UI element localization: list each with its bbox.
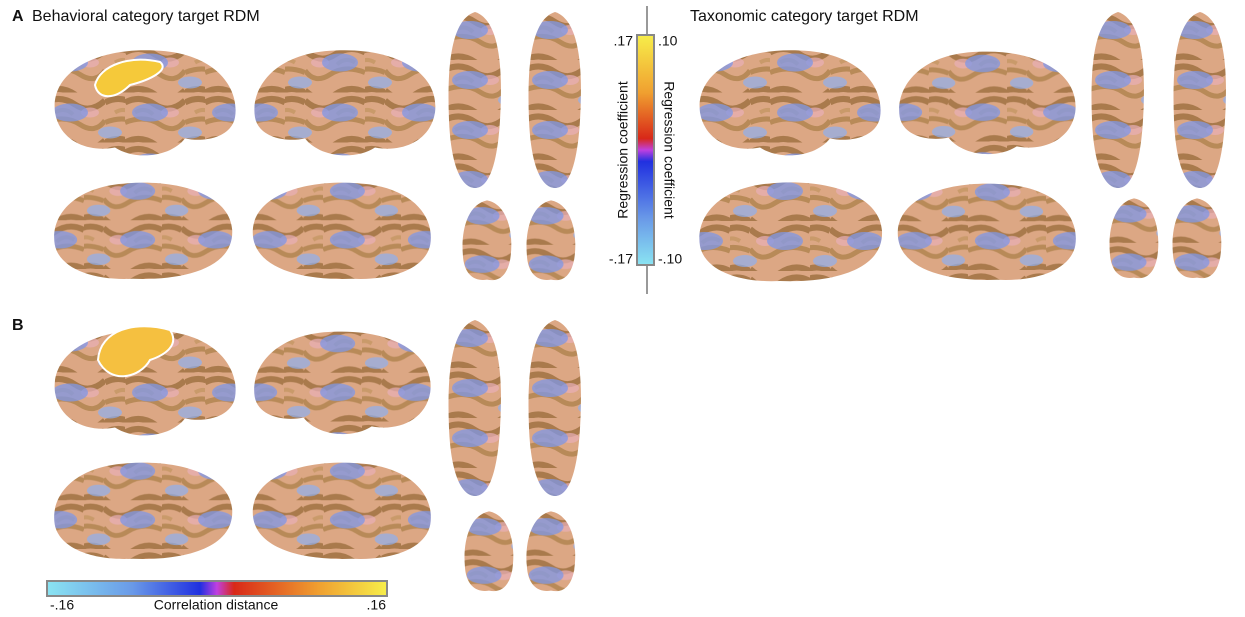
brain-medial bbox=[54, 463, 232, 559]
brain-posterior bbox=[527, 511, 576, 591]
brain-dorsal bbox=[1091, 12, 1143, 188]
colorbar-label: .17 bbox=[614, 33, 634, 49]
colorbar-label: -.16 bbox=[50, 597, 74, 613]
brain-medial bbox=[898, 184, 1076, 280]
brain-posterior bbox=[463, 200, 512, 280]
brain-medial bbox=[54, 183, 232, 279]
brain-group bbox=[699, 12, 1226, 281]
brain-lateral bbox=[254, 50, 435, 155]
brain-group bbox=[54, 12, 581, 280]
colorbar bbox=[637, 35, 654, 265]
panel-label: A bbox=[12, 8, 24, 25]
colorbar-label: -.10 bbox=[658, 251, 682, 267]
brain-posterior bbox=[527, 200, 576, 280]
colorbar-title: Regression coefficient bbox=[615, 81, 631, 219]
colorbar-label: .16 bbox=[367, 597, 387, 613]
brain-dorsal bbox=[1173, 12, 1225, 188]
colorbar-title: Regression coefficient bbox=[661, 81, 677, 219]
brain-dorsal bbox=[448, 12, 500, 188]
brain-posterior bbox=[1110, 198, 1159, 278]
brain-lateral bbox=[700, 50, 881, 155]
panel-title: Taxonomic category target RDM bbox=[690, 8, 919, 25]
panel-title: Behavioral category target RDM bbox=[32, 8, 260, 25]
brain-medial bbox=[253, 183, 431, 279]
brain-medial bbox=[253, 463, 431, 559]
figure: A Behavioral category target RDM Taxonom… bbox=[0, 0, 1245, 617]
brain-lateral bbox=[254, 332, 430, 435]
brain-lateral bbox=[899, 52, 1075, 155]
brain-posterior bbox=[1173, 198, 1222, 278]
panel-label: B bbox=[12, 317, 24, 334]
colorbar-label: .10 bbox=[658, 33, 678, 49]
brain-posterior bbox=[465, 511, 514, 591]
colorbar-title: Correlation distance bbox=[154, 597, 279, 613]
brain-dorsal bbox=[528, 12, 580, 188]
colorbar bbox=[47, 581, 387, 596]
brain-dorsal bbox=[528, 320, 580, 496]
brain-medial bbox=[699, 182, 882, 281]
colorbar-label: -.17 bbox=[609, 251, 633, 267]
brain-dorsal bbox=[448, 320, 500, 496]
brain-group bbox=[54, 320, 581, 591]
